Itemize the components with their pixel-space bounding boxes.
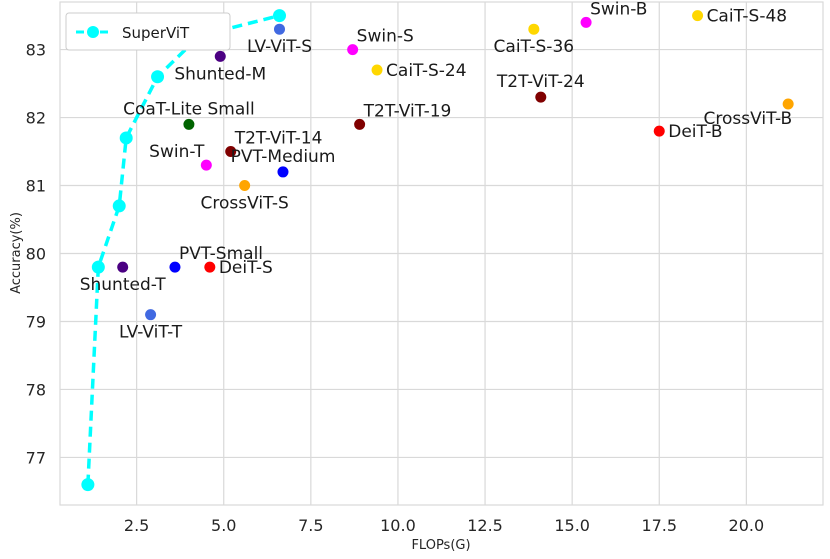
y-tick-label: 77 <box>26 448 46 467</box>
y-axis-label: Accuracy(%) <box>9 212 24 294</box>
point-t2t-vit-24 <box>535 91 547 103</box>
x-tick-label: 5.0 <box>211 516 236 535</box>
point-label-crossvit-b: CrossViT-B <box>704 109 793 129</box>
superv-it-point <box>91 260 105 274</box>
point-label-t2t-vit-24: T2T-ViT-24 <box>496 72 585 92</box>
point-deit-s <box>204 261 216 273</box>
y-tick-label: 80 <box>26 245 46 264</box>
point-cait-s-24 <box>371 64 383 76</box>
legend-entry-superv-it: SuperViT <box>122 24 190 42</box>
superv-it-point <box>112 199 126 213</box>
superv-it-point <box>81 478 95 492</box>
point-label-shunted-m: Shunted-M <box>174 64 266 84</box>
point-pvt-small <box>169 261 181 273</box>
point-lv-vit-s <box>273 23 285 35</box>
point-label-t2t-vit-19: T2T-ViT-19 <box>363 101 452 121</box>
point-label-pvt-small: PVT-Small <box>179 244 263 264</box>
x-tick-label: 7.5 <box>298 516 323 535</box>
point-labels-layer: LV-ViT-S Shunted-M Swin-S CaiT-S-24 CaiT-S-3… <box>80 0 792 343</box>
point-label-coat-lite-small: CoaT-Lite Small <box>123 99 255 119</box>
point-label-t2t-vit-14: T2T-ViT-14 <box>234 129 323 149</box>
point-cait-s-48 <box>692 10 704 22</box>
x-tick-label: 20.0 <box>729 516 765 535</box>
x-tick-label: 15.0 <box>554 516 590 535</box>
point-lv-vit-t <box>145 309 157 321</box>
point-swin-s <box>347 44 359 56</box>
tick-labels-layer: 2.5 5.0 7.5 10.0 12.5 15.0 17.5 20.0 77 78 79 80 81 8… <box>26 41 765 535</box>
y-tick-label: 83 <box>26 41 46 60</box>
point-label-lv-vit-s: LV-ViT-S <box>247 37 312 57</box>
x-axis-label: FLOPs(G) <box>411 538 470 553</box>
plot-border <box>59 1 824 506</box>
point-crossvit-s <box>239 180 251 192</box>
point-label-cait-s-48: CaiT-S-48 <box>707 7 788 27</box>
points-layer <box>117 10 794 321</box>
grid-layer <box>59 1 824 506</box>
point-label-cait-s-24: CaiT-S-24 <box>386 61 467 81</box>
point-cait-s-36 <box>528 23 540 35</box>
point-label-swin-b: Swin-B <box>590 0 647 19</box>
point-t2t-vit-19 <box>354 118 366 130</box>
point-coat-lite-small <box>183 118 195 130</box>
point-label-lv-vit-t: LV-ViT-T <box>119 323 183 343</box>
point-t2t-vit-14 <box>225 146 237 158</box>
point-label-deit-b: DeiT-B <box>668 122 722 142</box>
legend: SuperViT <box>65 12 231 51</box>
point-shunted-m <box>214 50 226 62</box>
superv-it-point <box>119 131 133 145</box>
superv-it-point <box>272 9 286 23</box>
point-swin-t <box>200 159 212 171</box>
point-label-swin-t: Swin-T <box>149 142 205 162</box>
x-tick-label: 17.5 <box>641 516 677 535</box>
x-tick-label: 12.5 <box>467 516 503 535</box>
point-label-deit-s: DeiT-S <box>219 258 273 278</box>
y-tick-label: 81 <box>26 177 46 196</box>
y-tick-label: 79 <box>26 312 46 331</box>
legend-box <box>65 12 231 51</box>
point-label-cait-s-36: CaiT-S-36 <box>494 37 575 57</box>
point-crossvit-b <box>782 98 794 110</box>
point-pvt-medium <box>277 166 289 178</box>
y-tick-label: 82 <box>26 109 46 128</box>
point-label-shunted-t: Shunted-T <box>80 275 167 295</box>
point-label-swin-s: Swin-S <box>357 27 414 47</box>
superv-it-point <box>151 70 165 84</box>
legend-marker <box>87 26 99 38</box>
x-tick-label: 10.0 <box>380 516 416 535</box>
point-shunted-t <box>117 261 129 273</box>
x-tick-label: 2.5 <box>124 516 149 535</box>
point-label-crossvit-s: CrossViT-S <box>200 194 288 214</box>
point-swin-b <box>580 16 592 28</box>
point-deit-b <box>653 125 665 137</box>
y-tick-label: 78 <box>26 380 46 399</box>
point-label-pvt-medium: PVT-Medium <box>231 147 336 167</box>
